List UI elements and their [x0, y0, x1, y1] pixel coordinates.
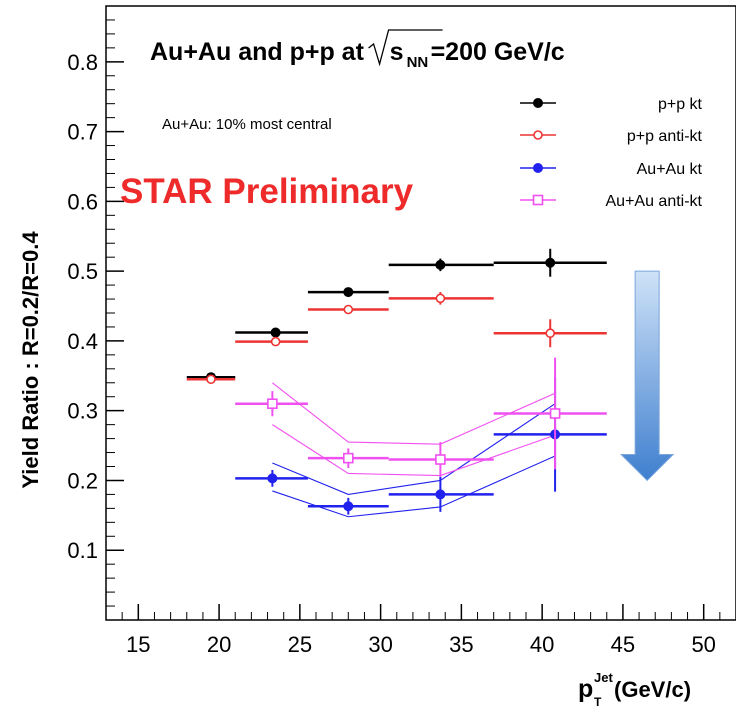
- x-tick-label: 25: [288, 632, 312, 657]
- x-tick-label: 30: [368, 632, 392, 657]
- data-point: [267, 398, 278, 410]
- y-axis-title: Yield Ratio : R=0.2/R=0.4: [18, 231, 43, 489]
- legend-label-2: Au+Au kt: [637, 161, 703, 178]
- data-point: [267, 473, 278, 484]
- x-tick-label: 50: [691, 632, 715, 657]
- x-title-sup: Jet: [594, 670, 613, 685]
- down-arrow: [619, 270, 675, 482]
- centrality-annotation: Au+Au: 10% most central: [162, 116, 332, 133]
- chart-title: Au+Au and p+p at: [150, 38, 365, 66]
- data-point: [343, 304, 354, 315]
- radical-subscript: NN: [407, 54, 429, 71]
- arrow-layer: [619, 270, 675, 482]
- title-prefix: Au+Au and p+p at: [150, 38, 365, 66]
- data-point: [435, 293, 446, 304]
- series-1: [186, 292, 607, 385]
- y-tick-label: 0.8: [67, 50, 98, 75]
- x-title-base: p: [578, 675, 593, 703]
- y-tick-label: 0.7: [67, 120, 98, 145]
- band-upper-3: [272, 382, 556, 445]
- radical-s: s: [390, 38, 404, 66]
- band-lower-3: [272, 424, 556, 477]
- x-tick-label: 45: [611, 632, 635, 657]
- data-point: [545, 328, 556, 339]
- title-suffix: =200 GeV/c: [431, 38, 565, 66]
- star-preliminary-watermark: STAR Preliminary: [120, 172, 414, 211]
- data-point: [343, 501, 354, 512]
- data-points: [186, 248, 607, 515]
- data-point: [270, 336, 281, 347]
- legend: p+p kt p+p anti-kt Au+Au kt Au+Au anti-kt: [520, 96, 703, 210]
- y-tick-label: 0.4: [67, 329, 98, 354]
- x-title-sub: T: [594, 695, 602, 709]
- data-point: [435, 454, 446, 465]
- error-bands: [272, 382, 556, 518]
- series-0: [186, 248, 607, 383]
- x-tick-label: 35: [449, 632, 473, 657]
- y-tick-label: 0.3: [67, 399, 98, 424]
- y-tick-label: 0.6: [67, 189, 98, 214]
- legend-label-3: Au+Au anti-kt: [606, 193, 703, 210]
- axes: 15 20 25 30 35 40 45 50 0.1 0.2 0.3 0.4 0.5 0.6 0.7 0.8: [67, 19, 721, 657]
- band-upper-2: [272, 403, 556, 495]
- data-point: [343, 287, 354, 298]
- data-point: [270, 327, 281, 338]
- legend-label-0: p+p kt: [658, 96, 703, 113]
- data-point: [435, 489, 446, 500]
- title-radical: s NN =200 GeV/c: [368, 29, 565, 71]
- x-axis-title: p T Jet (GeV/c): [578, 670, 691, 709]
- legend-label-1: p+p anti-kt: [627, 128, 703, 145]
- data-point: [435, 259, 446, 270]
- x-tick-label: 15: [126, 632, 150, 657]
- legend-marker-0: [533, 98, 543, 108]
- radical-sign: [368, 29, 443, 67]
- data-point: [545, 257, 556, 268]
- x-tick-label: 40: [530, 632, 554, 657]
- band-lower-2: [272, 455, 556, 518]
- data-point: [206, 374, 216, 385]
- y-tick-label: 0.1: [67, 538, 98, 563]
- legend-marker-1: [533, 130, 543, 140]
- x-tick-label: 20: [207, 632, 231, 657]
- legend-marker-3: [532, 194, 544, 206]
- y-tick-label: 0.5: [67, 259, 98, 284]
- y-tick-label: 0.2: [67, 468, 98, 493]
- legend-marker-2: [533, 163, 543, 173]
- data-point: [549, 408, 561, 419]
- x-title-units: (GeV/c): [614, 677, 691, 702]
- series-3: [235, 357, 607, 477]
- data-point: [343, 452, 354, 464]
